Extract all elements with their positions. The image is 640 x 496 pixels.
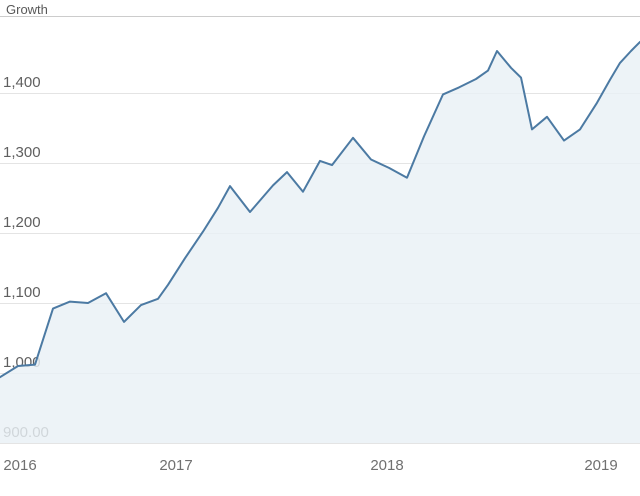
growth-series-svg[interactable] <box>0 18 640 444</box>
x-axis-label-2019: 2019 <box>584 457 618 474</box>
x-axis-label-2016: 2016 <box>3 457 37 474</box>
x-axis-label-2018: 2018 <box>370 457 404 474</box>
chart-header: Growth <box>0 0 640 17</box>
y-axis-label-1300: 1,300 <box>3 144 41 161</box>
growth-line <box>0 40 640 379</box>
chart-title: Growth <box>6 2 48 17</box>
y-axis-label-1400: 1,400 <box>3 74 41 91</box>
gridline-900 <box>0 443 640 444</box>
y-axis-label-1100: 1,100 <box>3 284 41 301</box>
x-axis: 2016 2017 2018 2019 <box>0 452 640 476</box>
y-axis-label-1200: 1,200 <box>3 214 41 231</box>
gridline-1400 <box>0 93 640 94</box>
x-axis-label-2017: 2017 <box>159 457 193 474</box>
area-fill <box>0 41 640 444</box>
